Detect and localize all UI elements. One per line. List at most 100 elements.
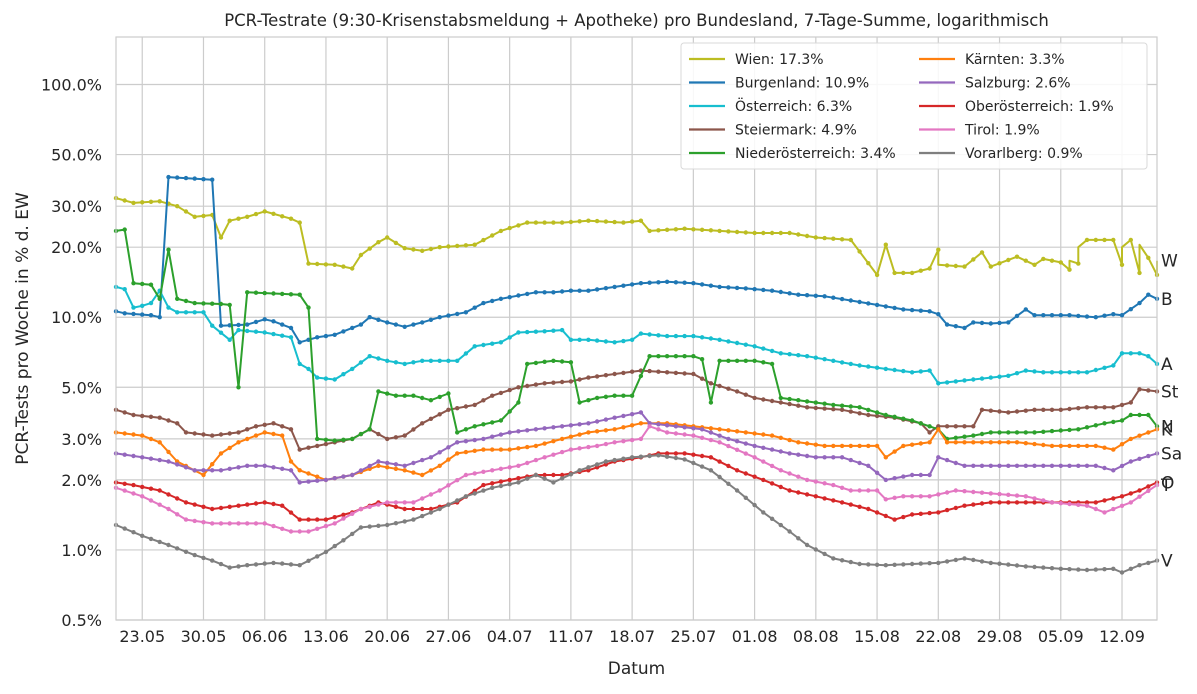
- data-point: [874, 562, 880, 567]
- data-point: [192, 431, 197, 436]
- data-point: [350, 531, 355, 537]
- data-point: [594, 443, 600, 449]
- data-point: [498, 228, 504, 234]
- data-point: [892, 270, 897, 276]
- data-point: [708, 283, 714, 288]
- data-point: [131, 412, 136, 418]
- data-point: [490, 341, 495, 346]
- data-point: [629, 393, 635, 398]
- data-point: [297, 563, 302, 568]
- data-point: [183, 549, 189, 554]
- data-point: [892, 476, 897, 481]
- data-point: [122, 526, 127, 531]
- data-point: [280, 424, 285, 429]
- data-point: [848, 488, 853, 493]
- data-point: [629, 423, 635, 428]
- data-point: [288, 427, 294, 432]
- data-point: [726, 481, 731, 486]
- data-point: [1058, 313, 1064, 318]
- data-point: [953, 263, 958, 269]
- data-point: [743, 358, 748, 363]
- data-point: [953, 424, 958, 429]
- data-point: [559, 220, 565, 225]
- data-point: [428, 492, 434, 497]
- data-point: [997, 561, 1002, 566]
- data-point: [682, 280, 687, 285]
- data-point: [315, 436, 320, 442]
- x-tick-label: 12.09: [1099, 627, 1145, 646]
- data-point: [621, 425, 626, 430]
- data-point: [787, 471, 792, 476]
- data-point: [726, 428, 731, 433]
- data-point: [1058, 566, 1064, 571]
- data-point: [822, 235, 827, 241]
- data-point: [1023, 564, 1028, 569]
- data-point: [638, 373, 644, 379]
- series-Sa: [113, 410, 1160, 485]
- data-point: [673, 354, 679, 359]
- data-point: [376, 523, 381, 528]
- data-point: [411, 506, 416, 512]
- data-point: [621, 439, 626, 444]
- data-point: [1032, 441, 1037, 447]
- data-point: [1102, 445, 1107, 450]
- data-point: [393, 462, 399, 467]
- data-point: [183, 430, 189, 435]
- data-point: [306, 305, 311, 310]
- data-point: [192, 552, 197, 558]
- data-point: [804, 405, 810, 410]
- data-point: [253, 211, 259, 217]
- data-point: [734, 389, 740, 394]
- data-point: [1119, 570, 1125, 575]
- data-point: [586, 375, 591, 380]
- data-point: [1102, 421, 1107, 426]
- data-point: [463, 439, 469, 444]
- data-point: [708, 381, 714, 386]
- data-point: [140, 200, 145, 205]
- data-point: [971, 320, 976, 325]
- data-point: [796, 440, 801, 445]
- data-point: [1076, 370, 1081, 375]
- data-point: [691, 354, 696, 359]
- data-point: [551, 480, 556, 485]
- data-point: [839, 407, 845, 412]
- data-point: [1111, 405, 1116, 410]
- data-point: [323, 523, 329, 529]
- data-point: [629, 337, 635, 342]
- data-point: [367, 246, 372, 251]
- data-point: [743, 230, 748, 235]
- data-point: [1102, 313, 1107, 318]
- data-point: [752, 502, 757, 508]
- data-point: [393, 435, 399, 440]
- data-point: [1137, 412, 1142, 418]
- data-point: [498, 432, 504, 437]
- data-point: [341, 512, 346, 517]
- data-point: [402, 500, 407, 505]
- data-point: [866, 463, 871, 468]
- data-point: [918, 421, 923, 426]
- data-point: [813, 405, 818, 411]
- data-point: [525, 291, 530, 297]
- data-point: [796, 536, 801, 541]
- series-line: [115, 176, 1158, 344]
- data-point: [1111, 363, 1116, 368]
- data-point: [280, 561, 285, 566]
- data-point: [507, 387, 512, 393]
- data-point: [253, 319, 259, 325]
- data-point: [236, 385, 241, 390]
- data-point: [787, 529, 792, 534]
- legend-item: Salzburg: 2.6%: [919, 76, 1071, 92]
- data-point: [944, 424, 950, 429]
- data-point: [813, 547, 818, 552]
- data-point: [962, 489, 967, 494]
- data-point: [822, 294, 827, 299]
- data-point: [350, 366, 355, 372]
- data-point: [472, 402, 477, 408]
- data-point: [507, 225, 512, 231]
- data-point: [420, 358, 425, 363]
- data-point: [559, 436, 565, 442]
- x-tick-label: 11.07: [548, 627, 594, 646]
- data-point: [691, 452, 696, 457]
- data-point: [393, 360, 399, 365]
- data-point: [1041, 370, 1046, 375]
